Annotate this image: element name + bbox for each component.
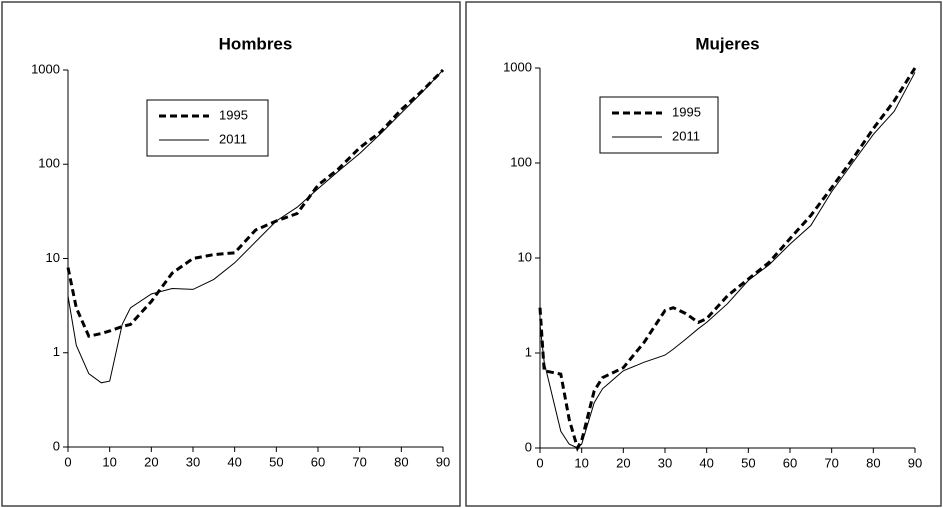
x-tick-label: 10 [102, 454, 116, 469]
line-series [66, 68, 445, 338]
line-series [539, 72, 916, 449]
x-tick-label: 70 [824, 455, 838, 470]
y-tick-label: 1000 [31, 61, 60, 76]
line-series [67, 69, 444, 384]
x-tick-label: 10 [574, 455, 588, 470]
legend-box [599, 96, 719, 154]
x-tick-label: 30 [186, 454, 200, 469]
x-tick-label: 50 [269, 454, 283, 469]
x-tick-label: 40 [227, 454, 241, 469]
x-tick-label: 90 [908, 455, 922, 470]
line-series [538, 67, 917, 452]
panel-frame [1, 1, 461, 507]
x-tick-label: 60 [783, 455, 797, 470]
y-tick-label: 10 [518, 249, 532, 264]
x-tick-label: 90 [436, 454, 450, 469]
y-tick-label: 1 [525, 344, 532, 359]
y-tick-label: 10 [46, 250, 60, 265]
x-tick-label: 20 [144, 454, 158, 469]
x-tick-label: 20 [616, 455, 630, 470]
x-tick-label: 30 [658, 455, 672, 470]
x-tick-label: 60 [311, 454, 325, 469]
y-tick-label: 0 [525, 439, 532, 454]
x-tick-label: 0 [64, 454, 71, 469]
legend-label: 2011 [219, 131, 247, 146]
legend-box [146, 99, 269, 157]
x-tick-label: 70 [352, 454, 366, 469]
y-tick-label: 100 [38, 156, 60, 171]
y-tick-label: 100 [510, 154, 532, 169]
x-tick-label: 40 [699, 455, 713, 470]
chart-title: Hombres [219, 34, 293, 53]
legend-label: 2011 [672, 128, 700, 143]
chart-title: Mujeres [695, 34, 759, 53]
y-tick-label: 0 [53, 438, 60, 453]
x-tick-label: 80 [394, 454, 408, 469]
x-tick-label: 80 [866, 455, 880, 470]
x-tick-label: 50 [741, 455, 755, 470]
y-tick-label: 1 [53, 344, 60, 359]
panel-frame [465, 1, 942, 507]
x-tick-label: 0 [536, 455, 543, 470]
legend-label: 1995 [219, 107, 248, 122]
y-tick-label: 1000 [503, 59, 532, 74]
legend-label: 1995 [672, 104, 701, 119]
